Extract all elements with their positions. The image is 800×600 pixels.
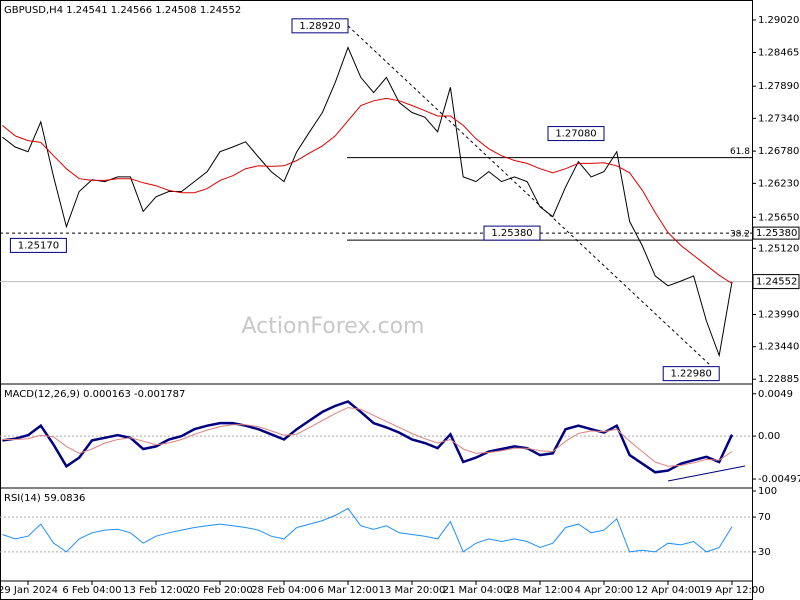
- last-price-label: 1.24552: [756, 277, 797, 288]
- y-tick-label: 0.00: [758, 431, 780, 442]
- series-line: [2, 407, 733, 467]
- watermark: ActionForex.com: [242, 314, 425, 339]
- y-tick-label: 1.26230: [758, 178, 799, 189]
- y-tick-label: 1.25120: [758, 243, 799, 254]
- fib-label: 61.8: [730, 147, 750, 157]
- x-tick-label: 21 Mar 04:00: [443, 585, 510, 596]
- y-tick-label: 1.28465: [758, 47, 799, 58]
- x-tick-label: 28 Feb 04:00: [251, 585, 317, 596]
- support-label: 1.25380: [756, 228, 797, 239]
- y-tick-label: 70: [758, 512, 771, 523]
- y-tick-label: -0.004978: [758, 474, 800, 485]
- frame: [0, 0, 753, 600]
- annotation-label: 1.25170: [18, 240, 59, 251]
- y-tick-label: 100: [758, 486, 777, 497]
- fib-label: 38.2: [730, 230, 750, 240]
- y-tick-label: 1.27340: [758, 113, 799, 124]
- y-tick-label: 1.22885: [758, 374, 799, 385]
- x-tick-label: 13 Feb 12:00: [123, 585, 189, 596]
- annotation-label: 1.22980: [671, 369, 712, 380]
- annotation-box: [483, 225, 541, 241]
- x-tick-label: 19 Apr 12:00: [699, 585, 764, 596]
- y-tick-label: 1.27890: [758, 81, 799, 92]
- y-tick-label: 1.25650: [758, 212, 799, 223]
- annotation-box: [662, 366, 720, 382]
- annotation-box: [9, 237, 67, 253]
- x-tick-label: 6 Mar 12:00: [318, 585, 378, 596]
- chart-title: GBPUSD,H4 1.24541 1.24566 1.24508 1.2455…: [4, 5, 241, 16]
- axis-label-box: [752, 274, 800, 290]
- x-tick-label: 4 Apr 20:00: [575, 585, 634, 596]
- x-tick-label: 28 Mar 12:00: [507, 585, 574, 596]
- y-tick-label: 0.0049: [758, 389, 793, 400]
- macd-title: MACD(12,26,9) 0.000163 -0.001787: [4, 389, 185, 400]
- x-tick-label: 13 Mar 20:00: [379, 585, 446, 596]
- y-tick-label: 30: [758, 547, 771, 558]
- annotation-label: 1.28920: [299, 21, 340, 32]
- y-tick-label: 1.23990: [758, 309, 799, 320]
- series-line: [2, 46, 733, 358]
- annotation-label: 1.25380: [491, 228, 532, 239]
- x-tick-label: 6 Feb 04:00: [62, 585, 121, 596]
- series-line: [2, 507, 733, 553]
- rsi-title: RSI(14) 59.0836: [4, 493, 85, 504]
- x-tick-label: 12 Apr 04:00: [635, 585, 700, 596]
- y-tick-label: 1.26780: [758, 146, 799, 157]
- series-line: [2, 97, 733, 284]
- y-tick-label: 1.29020: [758, 15, 799, 26]
- annotation-box: [291, 18, 349, 34]
- divergence-line: [667, 465, 746, 482]
- x-tick-label: 29 Jan 2024: [0, 585, 58, 596]
- annotation-label: 1.27080: [555, 129, 596, 140]
- annotation-box: [547, 126, 605, 142]
- axis-label-box: [752, 226, 800, 240]
- y-tick-label: 1.23440: [758, 342, 799, 353]
- series-line: [2, 400, 734, 474]
- x-tick-label: 20 Feb 20:00: [187, 585, 253, 596]
- trend-line: [347, 25, 720, 374]
